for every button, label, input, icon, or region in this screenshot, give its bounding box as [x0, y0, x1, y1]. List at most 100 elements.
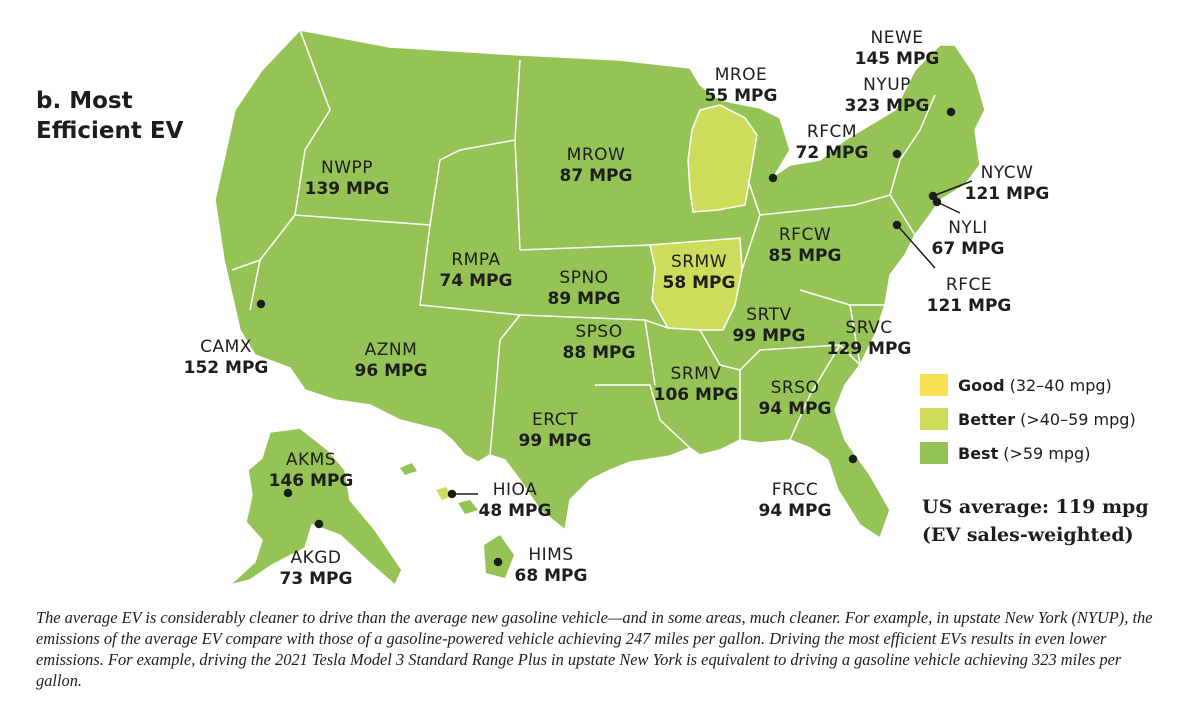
region-label-spso: SPSO 88 MPG — [563, 322, 636, 364]
region-code: RFCW — [778, 225, 832, 245]
region-value: 121 MPG — [964, 184, 1050, 204]
region-borders — [231, 29, 936, 456]
region-value: 94 MPG — [758, 501, 832, 521]
region-label-camx: CAMX 152 MPG — [184, 337, 269, 379]
region-label-newe: NEWE 145 MPG — [855, 28, 940, 70]
region-shape-mroe — [687, 104, 758, 213]
region-code: SRSO — [770, 378, 820, 398]
region-label-srvc: SRVC 129 MPG — [827, 318, 912, 360]
region-label-rmpa: RMPA 74 MPG — [440, 250, 513, 292]
region-code: AZNM — [364, 340, 418, 360]
region-code: SPNO — [559, 268, 609, 288]
region-value: 94 MPG — [758, 399, 832, 419]
legend-item-good: Good (32–40 mpg) — [920, 368, 1136, 402]
region-value: 72 MPG — [795, 143, 869, 163]
region-label-mrow: MROW 87 MPG — [560, 145, 633, 187]
region-code: ERCT — [532, 410, 578, 430]
region-code: CAMX — [200, 337, 252, 357]
region-label-srmv: SRMV 106 MPG — [654, 364, 739, 406]
us-average-line: US average: 119 mpg — [922, 496, 1149, 518]
region-value: 74 MPG — [439, 271, 513, 291]
hawaii-oahu-shape — [436, 487, 452, 500]
region-value: 96 MPG — [354, 361, 428, 381]
region-label-spno: SPNO 89 MPG — [548, 268, 621, 310]
region-label-mroe: MROE 55 MPG — [705, 65, 778, 107]
region-label-rfce: RFCE 121 MPG — [927, 275, 1012, 317]
region-code: SRVC — [845, 318, 893, 338]
region-label-nyup: NYUP 323 MPG — [845, 75, 930, 117]
region-value: 99 MPG — [518, 431, 592, 451]
region-value: 58 MPG — [662, 273, 736, 293]
us-average: US average: 119 mpg (EV sales-weighted) — [922, 493, 1149, 549]
contiguous-us-shape — [214, 29, 986, 540]
region-label-akms: AKMS 146 MPG — [269, 450, 354, 492]
legend-range: (>40–59 mpg) — [1020, 409, 1136, 429]
region-value: 67 MPG — [931, 239, 1005, 259]
region-label-hims: HIMS 68 MPG — [515, 545, 588, 587]
region-code: HIMS — [528, 545, 574, 565]
region-label-srmw: SRMW 58 MPG — [663, 252, 736, 294]
hawaii-big-island-shape — [484, 535, 514, 578]
caption: The average EV is considerably cleaner t… — [36, 608, 1153, 690]
region-label-rfcw: RFCW 85 MPG — [769, 225, 842, 267]
region-label-akgd: AKGD 73 MPG — [280, 548, 353, 590]
region-label-nycw: NYCW 121 MPG — [965, 163, 1050, 205]
legend-item-better: Better (>40–59 mpg) — [920, 402, 1136, 436]
region-label-rfcm: RFCM 72 MPG — [796, 122, 869, 164]
leader-markers — [256, 107, 973, 567]
us-average-weighting: (EV sales-weighted) — [922, 524, 1134, 546]
legend-range: (>59 mpg) — [1003, 443, 1091, 463]
region-code: MROW — [566, 145, 626, 165]
us-map — [214, 29, 986, 587]
legend-item-best: Best (>59 mpg) — [920, 436, 1136, 470]
hawaii-kauai-shape — [400, 463, 417, 475]
region-value: 121 MPG — [926, 296, 1012, 316]
region-code: MROE — [714, 65, 768, 85]
legend-name: Good — [958, 375, 1005, 395]
region-label-srso: SRSO 94 MPG — [759, 378, 832, 420]
map-title: b. Most Efficient EV — [36, 88, 184, 144]
region-label-srtv: SRTV 99 MPG — [733, 305, 806, 347]
region-code: NWPP — [320, 158, 374, 178]
region-value: 48 MPG — [478, 501, 552, 521]
legend-swatch-good — [920, 374, 948, 396]
legend-range: (32–40 mpg) — [1009, 375, 1112, 395]
region-code: AKMS — [285, 450, 337, 470]
legend: Good (32–40 mpg) Better (>40–59 mpg) Bes… — [920, 368, 1136, 470]
region-code: RMPA — [451, 250, 501, 270]
region-code: SRTV — [746, 305, 792, 325]
region-value: 145 MPG — [854, 49, 940, 69]
region-value: 129 MPG — [826, 339, 912, 359]
region-code: AKGD — [290, 548, 342, 568]
region-label-frcc: FRCC 94 MPG — [759, 480, 832, 522]
hawaii-maui-shape — [458, 500, 478, 514]
region-code: NYCW — [980, 163, 1034, 183]
region-code: NEWE — [870, 28, 924, 48]
region-label-erct: ERCT 99 MPG — [519, 410, 592, 452]
region-label-aznm: AZNM 96 MPG — [355, 340, 428, 382]
region-code: FRCC — [771, 480, 819, 500]
region-value: 139 MPG — [304, 179, 390, 199]
region-value: 88 MPG — [562, 343, 636, 363]
region-value: 106 MPG — [653, 385, 739, 405]
region-label-nwpp: NWPP 139 MPG — [305, 158, 390, 200]
region-value: 146 MPG — [268, 471, 354, 491]
region-code: NYLI — [948, 218, 988, 238]
region-value: 55 MPG — [704, 86, 778, 106]
legend-swatch-better — [920, 408, 948, 430]
region-value: 85 MPG — [768, 246, 842, 266]
region-value: 152 MPG — [183, 358, 269, 378]
legend-swatch-best — [920, 442, 948, 464]
legend-name: Better — [958, 409, 1016, 429]
region-label-nyli: NYLI 67 MPG — [932, 218, 1005, 260]
region-value: 73 MPG — [279, 569, 353, 589]
region-code: SRMV — [670, 364, 722, 384]
region-code: NYUP — [863, 75, 911, 95]
region-code: SPSO — [575, 322, 623, 342]
region-value: 99 MPG — [732, 326, 806, 346]
region-value: 89 MPG — [547, 289, 621, 309]
region-label-hioa: HIOA 48 MPG — [479, 480, 552, 522]
region-code: HIOA — [492, 480, 538, 500]
legend-name: Best — [958, 443, 999, 463]
region-code: RFCM — [806, 122, 858, 142]
